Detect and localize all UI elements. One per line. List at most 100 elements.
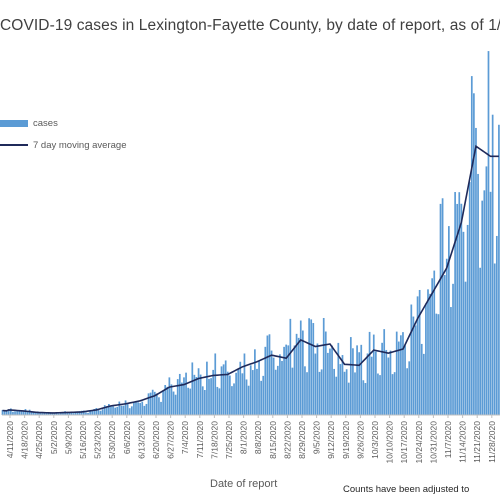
case-bar <box>174 394 177 415</box>
case-bar <box>422 353 425 415</box>
case-bar <box>185 372 187 415</box>
case-bar <box>293 345 296 415</box>
case-bar <box>400 335 402 415</box>
x-tick-label: 11/28/2020 <box>487 421 497 463</box>
case-bar <box>97 409 100 415</box>
case-bar <box>12 411 14 415</box>
case-bar <box>435 313 438 415</box>
case-bar <box>120 405 123 415</box>
case-bar <box>485 166 488 415</box>
case-bar <box>212 369 215 415</box>
case-bar <box>306 372 308 415</box>
legend-item-moving-average: 7 day moving average <box>0 134 126 156</box>
case-bar <box>149 392 152 415</box>
case-bar <box>414 325 417 415</box>
case-bar <box>233 383 235 415</box>
case-bar <box>272 357 275 415</box>
case-bar <box>99 410 102 415</box>
case-bar <box>320 369 323 415</box>
case-bar <box>141 401 144 415</box>
case-bar <box>454 192 456 415</box>
x-tick-label: 5/30/2020 <box>107 421 117 459</box>
x-tick-label: 4/18/2020 <box>20 421 30 459</box>
case-bar <box>55 413 58 415</box>
x-tick-label: 6/20/2020 <box>151 421 161 459</box>
case-bar <box>329 348 331 415</box>
case-bar <box>439 203 442 415</box>
legend-swatch-moving-average <box>0 144 28 146</box>
case-bar <box>10 408 12 415</box>
case-bar <box>266 335 269 415</box>
case-bar <box>316 343 319 415</box>
case-bar <box>16 410 18 415</box>
case-bar <box>404 345 406 415</box>
x-tick-label: 9/12/2020 <box>326 421 336 459</box>
case-bar <box>418 289 421 415</box>
case-bar <box>366 353 369 415</box>
case-bar <box>208 378 210 415</box>
case-bar <box>45 412 48 415</box>
case-bar <box>137 402 139 415</box>
x-tick-layer: 4/11/2020 4/18/2020 4/25/2020 5/2/2020 5/9/2… <box>5 415 497 464</box>
case-bar <box>53 412 56 415</box>
case-bar <box>60 412 62 415</box>
case-bar <box>312 323 315 415</box>
case-bar <box>139 402 142 415</box>
case-bar <box>206 361 208 415</box>
x-tick-label: 5/9/2020 <box>63 421 73 454</box>
case-bar <box>147 393 150 415</box>
x-tick-label: 6/6/2020 <box>122 421 132 454</box>
case-bar <box>105 406 108 415</box>
case-bar <box>5 410 8 415</box>
case-bar <box>245 379 248 415</box>
x-tick-label: 8/8/2020 <box>253 421 263 454</box>
x-tick-label: 10/31/2020 <box>428 421 438 464</box>
line-layer <box>2 144 499 414</box>
case-bar <box>220 366 223 415</box>
case-bar <box>235 372 237 415</box>
case-bar <box>470 76 473 415</box>
case-bar <box>452 283 454 415</box>
case-bar <box>387 357 390 415</box>
case-bar <box>256 368 258 415</box>
case-bar <box>412 316 415 415</box>
case-bar <box>473 93 475 415</box>
case-bar <box>354 372 356 415</box>
case-bar <box>143 405 146 415</box>
case-bar <box>287 345 290 415</box>
case-bar <box>477 173 479 415</box>
x-tick-label: 7/4/2020 <box>180 421 190 454</box>
case-bar <box>360 344 363 415</box>
case-bar <box>491 114 494 415</box>
case-bar <box>347 382 350 415</box>
case-bar <box>108 404 110 415</box>
case-bar <box>406 368 408 415</box>
case-bar <box>176 379 179 415</box>
case-bar <box>276 365 279 415</box>
case-bar <box>364 383 367 415</box>
case-bar <box>35 412 37 415</box>
case-bar <box>193 374 196 415</box>
case-bar <box>229 375 231 415</box>
case-bar <box>203 390 206 415</box>
case-bar <box>158 397 160 415</box>
case-bar <box>187 387 189 415</box>
case-bar <box>368 331 371 415</box>
x-tick-label: 10/3/2020 <box>370 421 380 459</box>
case-bar <box>135 401 137 415</box>
x-tick-label: 9/26/2020 <box>355 421 365 459</box>
case-bar <box>181 382 183 415</box>
x-tick-label: 4/11/2020 <box>5 421 15 458</box>
case-bar <box>78 411 81 415</box>
case-bar <box>270 350 273 415</box>
case-bar <box>224 360 227 415</box>
case-bar <box>260 380 262 415</box>
x-tick-label: 7/25/2020 <box>224 421 234 459</box>
case-bar <box>74 412 77 415</box>
x-tick-label: 7/11/2020 <box>195 421 205 458</box>
case-bar <box>475 127 477 415</box>
case-bar <box>178 373 181 415</box>
case-bar <box>164 384 167 415</box>
case-bar <box>291 367 294 415</box>
